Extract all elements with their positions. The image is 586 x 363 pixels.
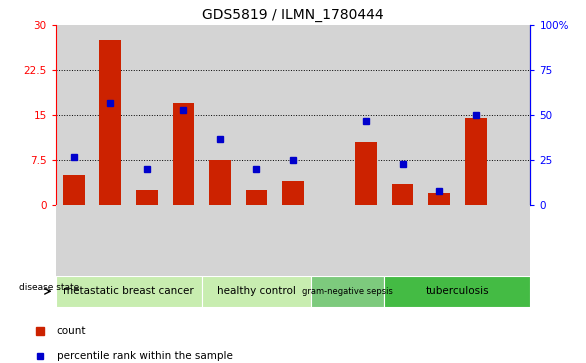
Bar [355, 142, 377, 205]
Bar [384, 205, 421, 276]
Bar [239, 25, 275, 205]
Bar [92, 25, 129, 205]
Bar [56, 25, 92, 205]
Text: percentile rank within the sample: percentile rank within the sample [57, 351, 233, 361]
Text: healthy control: healthy control [217, 286, 296, 296]
Bar [92, 205, 129, 276]
Text: gram-negative sepsis: gram-negative sepsis [302, 287, 393, 296]
Bar [428, 193, 450, 205]
Bar [457, 25, 494, 205]
Bar [92, 25, 129, 205]
Bar [391, 184, 414, 205]
Text: count: count [57, 326, 86, 337]
Bar [246, 190, 267, 205]
Bar [129, 205, 165, 276]
Bar [56, 25, 92, 205]
Bar [465, 118, 486, 205]
Bar [347, 205, 384, 276]
Bar [202, 205, 239, 276]
Bar [202, 25, 239, 205]
Bar [129, 25, 165, 205]
Bar [275, 25, 311, 205]
Bar [136, 190, 158, 205]
Bar [311, 25, 347, 205]
Bar [457, 25, 494, 205]
Bar [56, 276, 202, 307]
Bar [384, 25, 421, 205]
Bar [63, 175, 85, 205]
Bar [100, 40, 121, 205]
Bar [209, 160, 231, 205]
Bar [421, 25, 457, 205]
Title: GDS5819 / ILMN_1780444: GDS5819 / ILMN_1780444 [202, 8, 384, 22]
Bar [275, 25, 311, 205]
Bar [457, 205, 494, 276]
Bar [165, 25, 202, 205]
Bar [494, 205, 530, 276]
Bar [494, 25, 530, 205]
Bar [311, 205, 347, 276]
Bar [165, 25, 202, 205]
Bar [275, 205, 311, 276]
Bar [202, 25, 239, 205]
Bar [282, 181, 304, 205]
Bar [165, 205, 202, 276]
Text: tuberculosis: tuberculosis [425, 286, 489, 296]
Bar [129, 25, 165, 205]
Bar [347, 25, 384, 205]
Bar [421, 25, 457, 205]
Bar [172, 103, 195, 205]
Text: disease state: disease state [19, 283, 80, 292]
Bar [384, 25, 421, 205]
Bar [311, 25, 347, 205]
Bar [56, 205, 92, 276]
Bar [347, 25, 384, 205]
Bar [239, 205, 275, 276]
Text: metastatic breast cancer: metastatic breast cancer [63, 286, 194, 296]
Bar [202, 276, 311, 307]
Bar [494, 25, 530, 205]
Bar [239, 25, 275, 205]
Bar [384, 276, 530, 307]
Bar [311, 276, 384, 307]
Bar [421, 205, 457, 276]
